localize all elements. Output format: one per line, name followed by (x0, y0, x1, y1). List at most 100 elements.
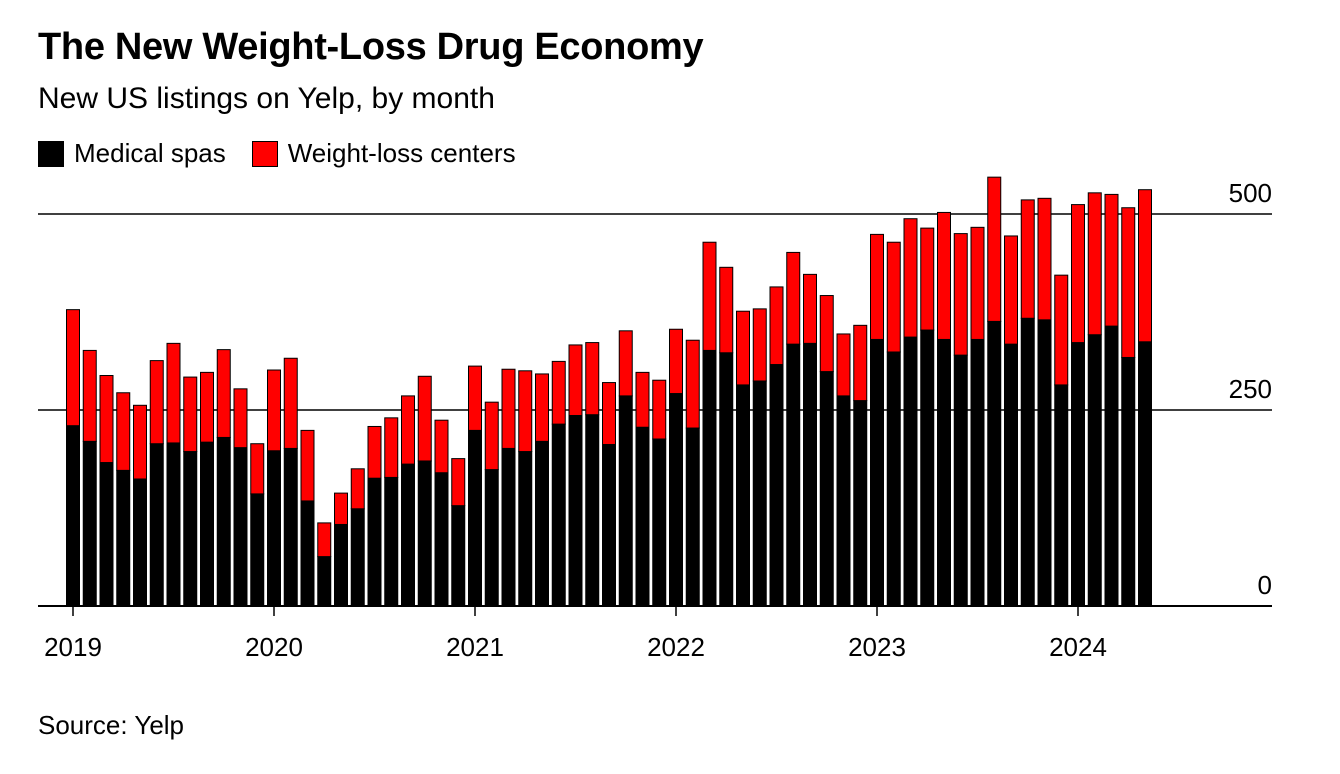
bar-weight-loss-centers-2024-05 (1138, 189, 1152, 343)
bar-medical-spas-2022-11 (836, 395, 851, 607)
bar-weight-loss-centers-2019-07 (166, 342, 181, 444)
bar-weight-loss-centers-2020-12 (451, 458, 466, 507)
bar-medical-spas-2023-08 (987, 320, 1002, 607)
bar-medical-spas-2023-04 (920, 329, 935, 607)
bar-medical-spas-2022-09 (803, 342, 817, 607)
x-tick-label-2024: 2024 (1049, 632, 1107, 662)
bar-weight-loss-centers-2019-02 (82, 349, 97, 442)
bar-medical-spas-2020-04 (317, 556, 332, 607)
bar-medical-spas-2023-03 (903, 336, 918, 607)
bar-weight-loss-centers-2019-10 (216, 349, 231, 438)
bar-weight-loss-centers-2021-06 (551, 360, 566, 425)
bar-weight-loss-centers-2021-02 (484, 401, 499, 471)
x-tick-label-2020: 2020 (245, 632, 303, 662)
bar-weight-loss-centers-2019-12 (250, 443, 265, 495)
bar-weight-loss-centers-2023-05 (937, 211, 951, 340)
bar-weight-loss-centers-2019-03 (99, 375, 114, 464)
bar-medical-spas-2024-05 (1138, 341, 1152, 607)
bar-medical-spas-2020-11 (434, 472, 449, 607)
chart-subtitle: New US listings on Yelp, by month (38, 82, 495, 115)
bar-weight-loss-centers-2019-01 (66, 309, 80, 427)
bar-weight-loss-centers-2020-02 (283, 357, 298, 449)
bar-weight-loss-centers-2019-09 (200, 371, 214, 443)
x-tick-label-2023: 2023 (848, 632, 906, 662)
bar-medical-spas-2021-05 (535, 440, 549, 607)
bar-medical-spas-2021-11 (635, 426, 650, 607)
bar-medical-spas-2019-11 (233, 447, 248, 607)
bar-weight-loss-centers-2021-09 (602, 382, 616, 445)
bar-medical-spas-2021-02 (484, 469, 499, 607)
bar-medical-spas-2021-09 (602, 443, 616, 607)
bar-weight-loss-centers-2023-12 (1054, 274, 1069, 386)
bar-weight-loss-centers-2021-11 (635, 371, 650, 428)
bar-medical-spas-2024-02 (1087, 334, 1102, 607)
bar-medical-spas-2023-07 (970, 338, 985, 607)
bar-weight-loss-centers-2022-09 (803, 273, 817, 344)
bar-medical-spas-2022-05 (736, 384, 750, 607)
bar-medical-spas-2023-06 (953, 354, 968, 607)
y-tick-labels: 0 250 500 (1229, 178, 1272, 600)
bar-medical-spas-2019-05 (133, 478, 147, 607)
bar-weight-loss-centers-2020-09 (401, 395, 415, 465)
bar-weight-loss-centers-2020-08 (384, 417, 399, 478)
bar-medical-spas-2022-10 (819, 371, 834, 607)
bar-medical-spas-2023-05 (937, 338, 951, 607)
bar-weight-loss-centers-2022-02 (685, 339, 700, 429)
bar-weight-loss-centers-2021-08 (585, 342, 600, 416)
bar-weight-loss-centers-2023-03 (903, 218, 918, 338)
bar-medical-spas-2021-10 (618, 395, 633, 607)
bar-medical-spas-2020-02 (283, 447, 298, 607)
bar-medical-spas-2019-04 (116, 469, 131, 607)
bar-weight-loss-centers-2023-06 (953, 233, 968, 356)
bar-medical-spas-2022-07 (769, 364, 784, 607)
bar-medical-spas-2024-04 (1121, 356, 1136, 607)
legend-label-weight-loss-centers: Weight-loss centers (287, 138, 516, 168)
bar-medical-spas-2022-01 (669, 393, 683, 607)
bar-weight-loss-centers-2024-04 (1121, 207, 1136, 358)
bar-medical-spas-2020-01 (267, 450, 281, 607)
bar-medical-spas-2023-02 (886, 351, 901, 607)
bar-weight-loss-centers-2019-04 (116, 392, 131, 471)
bar-weight-loss-centers-2022-01 (669, 328, 683, 395)
bar-medical-spas-2022-08 (786, 343, 801, 607)
bar-weight-loss-centers-2019-05 (133, 404, 147, 480)
bar-weight-loss-centers-2023-07 (970, 226, 985, 340)
bar-medical-spas-2023-01 (870, 338, 884, 607)
bars (66, 176, 1152, 607)
bar-weight-loss-centers-2021-01 (468, 365, 482, 431)
bar-medical-spas-2020-10 (417, 460, 432, 607)
bar-weight-loss-centers-2021-12 (652, 379, 667, 440)
bar-weight-loss-centers-2022-12 (853, 324, 868, 402)
legend-label-medical-spas: Medical spas (74, 138, 226, 168)
bar-weight-loss-centers-2020-01 (267, 369, 281, 452)
x-tick-label-2022: 2022 (647, 632, 705, 662)
x-tick-labels: 2019 2020 2021 2022 2023 2024 (44, 606, 1107, 662)
legend: Medical spas Weight-loss centers (38, 138, 542, 169)
bar-medical-spas-2020-08 (384, 476, 399, 607)
bar-weight-loss-centers-2020-07 (367, 425, 382, 479)
y-tick-label-500: 500 (1229, 178, 1272, 208)
legend-swatch-weight-loss-centers (251, 140, 278, 167)
bar-medical-spas-2019-09 (200, 441, 214, 607)
bar-weight-loss-centers-2020-05 (334, 492, 348, 525)
bar-medical-spas-2020-06 (350, 508, 365, 607)
bar-medical-spas-2021-04 (518, 451, 533, 607)
bar-weight-loss-centers-2021-07 (568, 344, 583, 416)
bar-weight-loss-centers-2024-01 (1071, 204, 1085, 344)
bar-medical-spas-2019-03 (99, 462, 114, 607)
bar-weight-loss-centers-2022-11 (836, 333, 851, 397)
bar-weight-loss-centers-2023-02 (886, 241, 901, 353)
bar-weight-loss-centers-2020-03 (300, 429, 315, 502)
bar-weight-loss-centers-2020-11 (434, 419, 449, 474)
bar-medical-spas-2022-02 (685, 427, 700, 607)
source-note: Source: Yelp (38, 710, 185, 740)
bar-medical-spas-2021-12 (652, 438, 667, 607)
x-tick-label-2019: 2019 (44, 632, 102, 662)
bar-medical-spas-2020-03 (300, 500, 315, 607)
bar-medical-spas-2019-07 (166, 442, 181, 607)
bar-medical-spas-2020-12 (451, 505, 466, 607)
bar-medical-spas-2022-06 (752, 380, 767, 607)
bar-medical-spas-2024-01 (1071, 342, 1085, 607)
bar-weight-loss-centers-2020-04 (317, 522, 332, 558)
bar-weight-loss-centers-2022-07 (769, 286, 784, 366)
